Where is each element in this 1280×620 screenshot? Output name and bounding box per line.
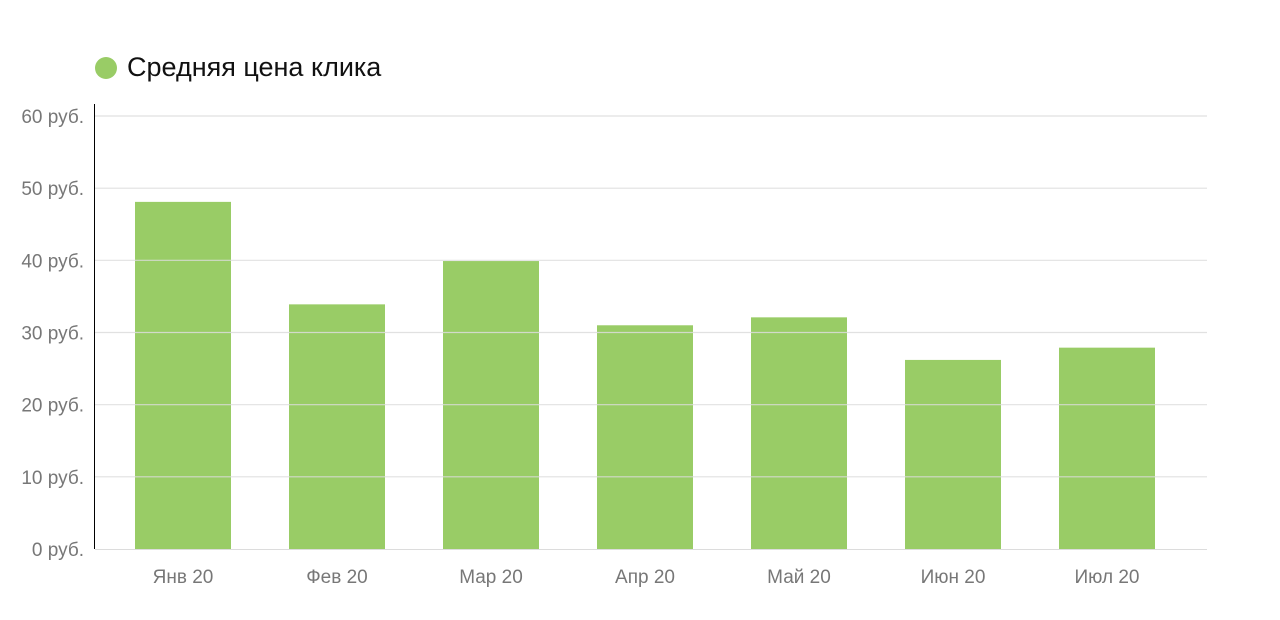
bar — [135, 201, 231, 549]
y-tick-label: 40 руб. — [21, 251, 84, 272]
y-tick-label: 10 руб. — [21, 468, 84, 489]
x-tick-label: Июл 20 — [1075, 567, 1140, 588]
legend-marker-icon — [95, 56, 117, 79]
x-tick-label: Июн 20 — [921, 567, 986, 588]
bar — [1059, 347, 1155, 549]
x-tick-label: Мар 20 — [459, 567, 523, 588]
y-tick-label: 30 руб. — [21, 324, 84, 345]
x-tick-label: Янв 20 — [153, 567, 214, 588]
legend: Средняя цена клика — [95, 52, 381, 83]
legend-label: Средняя цена клика — [127, 52, 382, 82]
bar — [597, 325, 693, 549]
bar — [751, 317, 847, 549]
y-tick-label: 20 руб. — [21, 396, 84, 417]
bar — [905, 359, 1001, 549]
y-tick-label: 60 руб. — [21, 107, 84, 128]
y-tick-label: 50 руб. — [21, 179, 84, 200]
bar — [289, 304, 385, 549]
y-tick-label: 0 руб. — [32, 540, 84, 561]
x-tick-label: Фев 20 — [306, 567, 368, 588]
x-tick-label: Май 20 — [767, 567, 831, 588]
x-tick-label: Апр 20 — [615, 567, 675, 588]
